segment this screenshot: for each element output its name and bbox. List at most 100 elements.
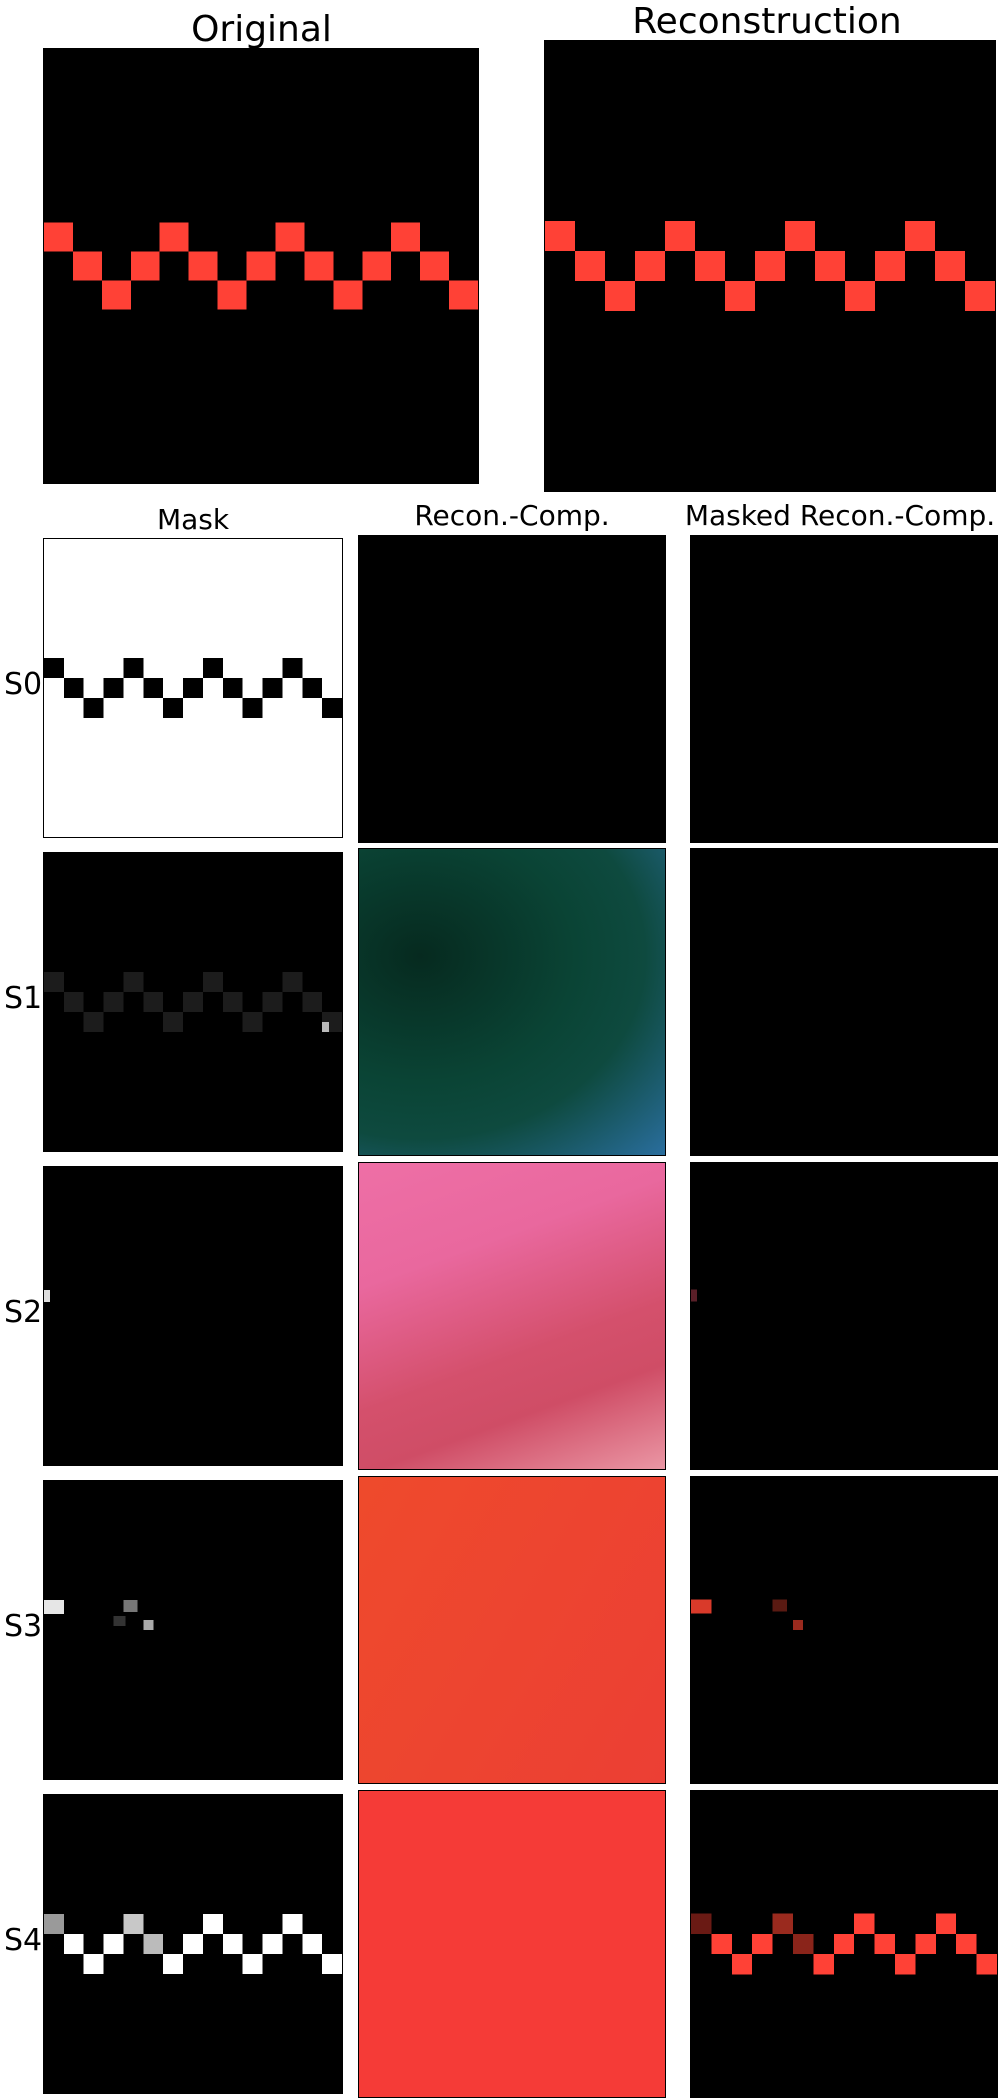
s3-recon-comp [358,1476,666,1784]
s3-mask [43,1480,343,1780]
pattern-cell [935,251,965,281]
reconstruction-title: Reconstruction [632,1,902,42]
pattern-cell [163,697,184,718]
pattern-cell [915,1933,936,1955]
s2-masked-recon-comp [690,1162,998,1470]
pattern-cell [101,280,131,310]
pattern-cell [755,251,785,281]
pattern-cell [123,658,144,679]
pattern-cell [72,251,102,281]
row-label-s1: S1 [4,981,43,1016]
pattern-cell [262,1934,283,1954]
s4-recon-comp [358,1790,666,2098]
pattern-cell [275,222,305,252]
pattern-cell [302,992,323,1012]
pattern-cell [420,251,450,281]
pattern-cell [875,251,905,281]
pattern-cell [262,992,283,1012]
s1-mask [43,852,343,1152]
pattern-cell [785,221,815,251]
pattern-cell [242,1953,263,1974]
pattern-cell [103,1934,124,1954]
pattern-cell [545,221,575,251]
pattern-cell [202,972,223,993]
pattern-cell [815,251,845,281]
pattern-cell [202,658,223,679]
pattern-cell [956,1933,977,1955]
pattern-cell [665,221,695,251]
pattern-cell [123,972,144,993]
pattern-cell [188,251,218,281]
pattern-cell [391,222,421,252]
pattern-cell [304,251,334,281]
pattern-cell [222,992,243,1012]
pattern-cell [163,1953,184,1974]
pattern-cell [874,1933,895,1955]
pattern-cell [731,1954,753,1975]
pattern-cell [282,1914,303,1935]
pattern-cell [262,678,283,698]
row-label-s3: S3 [4,1609,43,1644]
pattern-cell [905,221,935,251]
pattern-cell [833,1933,855,1955]
pattern-cell [183,1934,203,1954]
pattern-cell [575,251,605,281]
pattern-cell [217,280,247,310]
pattern-cell [635,251,665,281]
pattern-cell [143,992,164,1012]
pattern-cell [63,1934,84,1954]
pattern-cell [242,1011,263,1032]
pattern-cell [103,678,124,698]
pattern-cell [44,972,64,993]
pattern-cell [143,678,164,698]
s0-masked-recon-comp [690,535,998,843]
pattern-cell [83,1011,104,1032]
pattern-cell [183,678,203,698]
s0-mask [43,538,343,838]
pattern-cell [222,678,243,698]
pattern-cell [83,697,104,718]
s4-mask [43,1794,343,2094]
pattern-cell [845,281,875,311]
row-label-s0: S0 [4,667,43,702]
reconstruction-image [544,40,996,492]
pattern-cell [725,281,755,311]
pattern-cell [63,992,84,1012]
row-label-s4: S4 [4,1923,43,1958]
pattern-cell [282,658,303,679]
s0-recon-comp [358,535,666,843]
pattern-cell [130,251,160,281]
pattern-cell [183,992,203,1012]
pattern-cell [322,697,342,718]
s1-recon-comp [358,848,666,1156]
pattern-cell [976,1954,997,1975]
masked-recon-comp-column-title: Masked Recon.-Comp. [684,499,996,532]
pattern-cell [302,678,323,698]
recon-comp-column-title: Recon.-Comp. [414,499,610,532]
pattern-cell [83,1953,104,1974]
pattern-cell [711,1933,732,1955]
pattern-cell [246,251,276,281]
pattern-cell [813,1954,834,1975]
pattern-cell [333,280,363,310]
pattern-cell [103,992,124,1012]
pattern-cell [362,251,392,281]
pattern-cell [322,1953,342,1974]
pattern-cell [605,281,635,311]
original-title: Original [191,9,332,50]
mask-column-title: Mask [156,503,230,536]
s2-recon-comp [358,1162,666,1470]
pattern-cell [302,1934,323,1954]
pattern-cell [895,1954,916,1975]
s4-masked-recon-comp [690,1790,998,2098]
pattern-cell [202,1914,223,1935]
pattern-cell [449,280,478,310]
row-label-s2: S2 [4,1295,43,1330]
pattern-cell [242,697,263,718]
s2-mask [43,1166,343,1466]
pattern-cell [163,1011,184,1032]
pattern-cell [159,222,189,252]
original-image [43,48,479,484]
pattern-cell [752,1933,773,1955]
s1-masked-recon-comp [690,848,998,1156]
